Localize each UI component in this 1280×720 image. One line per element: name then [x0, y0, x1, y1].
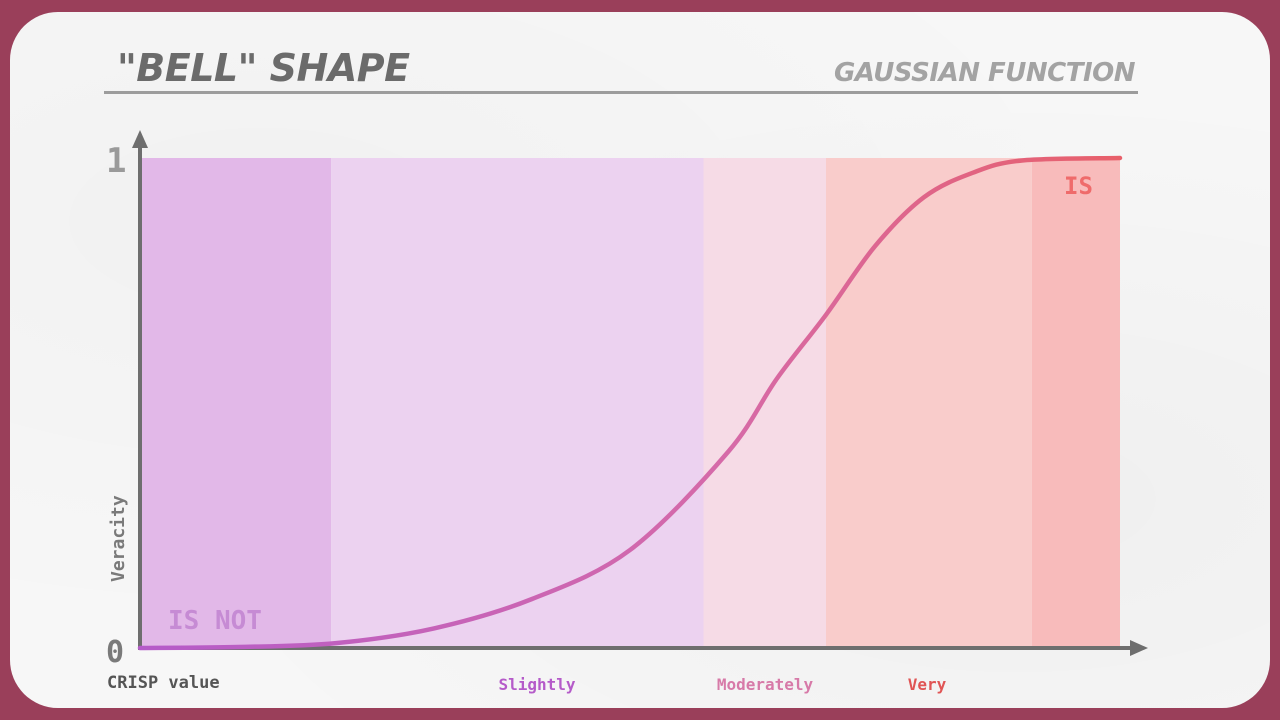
y-tick-label-0: 0	[106, 635, 124, 670]
region-bands	[140, 158, 1120, 648]
x-category-label-very: Very	[908, 675, 947, 694]
x-axis-arrow-icon	[1130, 640, 1148, 656]
y-axis-label: Veracity	[108, 495, 129, 582]
x-category-label-moderately: Moderately	[717, 675, 814, 694]
region-label-is-not: IS NOT	[168, 606, 262, 636]
axes	[132, 130, 1148, 656]
slide-subtitle: GAUSSIAN FUNCTION	[833, 58, 1136, 88]
region-band-2	[703, 158, 826, 648]
x-axis-label: CRISP value	[107, 673, 220, 693]
title-divider	[104, 91, 1138, 94]
y-axis-arrow-icon	[132, 130, 148, 148]
region-band-3	[826, 158, 1032, 648]
region-band-4	[1031, 158, 1120, 648]
region-band-0	[140, 158, 332, 648]
slide-title: "BELL" SHAPE	[117, 46, 410, 90]
x-category-label-slightly: Slightly	[498, 675, 575, 694]
region-label-is: IS	[1064, 172, 1093, 200]
region-band-1	[331, 158, 704, 648]
y-tick-label-1: 1	[106, 141, 126, 181]
series-line	[137, 155, 1123, 651]
